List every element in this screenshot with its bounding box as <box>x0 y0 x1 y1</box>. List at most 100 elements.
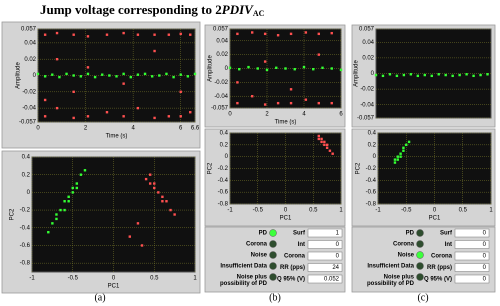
field-value: 0 <box>483 265 487 271</box>
data-point <box>173 213 176 216</box>
data-point <box>238 67 241 71</box>
data-point <box>72 90 75 94</box>
x-tick-label: 6.6 <box>191 126 200 132</box>
data-point <box>71 191 74 194</box>
data-point <box>140 244 144 247</box>
data-point <box>402 73 406 77</box>
status-led <box>269 262 277 270</box>
y-tick-label: 0 <box>225 66 229 72</box>
x-tick-label: 0.5 <box>459 208 468 214</box>
data-point <box>158 74 161 77</box>
data-point <box>86 35 90 38</box>
data-point <box>263 60 267 63</box>
title-subscript: AC <box>253 9 265 18</box>
data-point <box>317 101 320 105</box>
data-point <box>43 33 47 36</box>
field-box <box>454 228 490 238</box>
field-label: Corona <box>284 254 306 260</box>
data-point <box>388 73 392 76</box>
plot-area <box>375 28 492 119</box>
led-label: PD <box>406 231 415 237</box>
data-point <box>179 90 182 94</box>
data-point <box>128 235 131 238</box>
data-point <box>328 149 332 152</box>
data-point <box>55 213 58 216</box>
data-point <box>409 73 413 76</box>
data-point <box>321 66 324 70</box>
status-led <box>416 262 424 270</box>
field-value: 0.052 <box>324 277 340 283</box>
data-point <box>275 66 278 70</box>
data-point <box>72 74 75 77</box>
status-led <box>416 240 424 248</box>
data-point <box>148 182 152 185</box>
y-tick-label: 0 <box>371 71 375 77</box>
data-point <box>153 33 156 36</box>
x-tick-label: -0.5 <box>253 208 264 214</box>
data-point <box>396 155 399 158</box>
data-point <box>122 82 125 85</box>
field-box <box>454 251 490 261</box>
y-tick-label: 0.02 <box>216 52 228 58</box>
field-value: 0 <box>483 242 487 248</box>
data-point <box>331 152 334 155</box>
status-led <box>416 273 424 281</box>
y-tick-label: -0.4 <box>218 178 229 184</box>
data-point <box>79 75 83 78</box>
data-point <box>115 75 118 78</box>
data-point <box>320 137 323 141</box>
x-tick-label: 1 <box>193 276 197 282</box>
y-tick-label: 0 <box>33 73 37 79</box>
x-tick-label: 2 <box>265 112 269 118</box>
y-tick-label: -0.02 <box>360 87 374 93</box>
data-point <box>430 74 433 78</box>
data-point <box>395 74 399 78</box>
field-label: Q 95% (V) <box>277 277 305 283</box>
field-box <box>307 240 343 249</box>
status-led <box>269 251 277 259</box>
x-tick-label: -0.5 <box>68 276 79 282</box>
data-point <box>312 67 315 71</box>
data-point <box>251 95 254 98</box>
led-label: Insufficient Data <box>220 264 267 270</box>
data-point <box>416 74 420 78</box>
data-point <box>59 208 62 212</box>
y-tick-label: -0.057 <box>357 116 375 122</box>
x-tick-label: 1 <box>489 208 493 214</box>
x-tick-label: 0 <box>112 276 116 282</box>
data-point <box>148 173 152 176</box>
data-point <box>251 31 254 34</box>
data-point <box>150 75 154 78</box>
y-tick-label: 0 <box>27 190 31 196</box>
field-value: 0 <box>483 277 487 283</box>
x-tick-label: 0 <box>284 208 288 214</box>
y-tick-label: 0.057 <box>213 27 229 33</box>
title-italic: PDIV <box>222 2 254 17</box>
data-point <box>284 67 287 70</box>
y-tick-label: 0 <box>373 154 377 160</box>
data-point <box>289 88 293 91</box>
data-point <box>144 177 148 181</box>
data-point <box>317 53 320 56</box>
y-tick-label: -0.057 <box>19 120 37 126</box>
x-tick-label: 0 <box>228 112 232 118</box>
led-label: Noise plus <box>384 275 415 281</box>
data-point <box>136 73 140 76</box>
data-point <box>86 115 90 118</box>
y-tick-label: -0.8 <box>218 202 229 208</box>
y-tick-label: -0.6 <box>20 243 31 249</box>
field-box <box>307 263 343 272</box>
x-tick-label: 0.5 <box>309 208 318 214</box>
data-point <box>325 146 329 149</box>
data-point <box>479 73 482 77</box>
y-tick-label: 0.02 <box>362 55 374 61</box>
field-value: 24 <box>332 265 339 271</box>
x-tick-label: -1 <box>227 208 233 214</box>
data-point <box>189 111 192 114</box>
data-point <box>193 72 197 76</box>
led-label: Noise plus <box>237 275 268 281</box>
y-tick-label: 0.4 <box>22 155 31 161</box>
y-tick-label: -0.2 <box>218 166 229 172</box>
data-point <box>399 155 402 158</box>
data-point <box>396 158 399 161</box>
